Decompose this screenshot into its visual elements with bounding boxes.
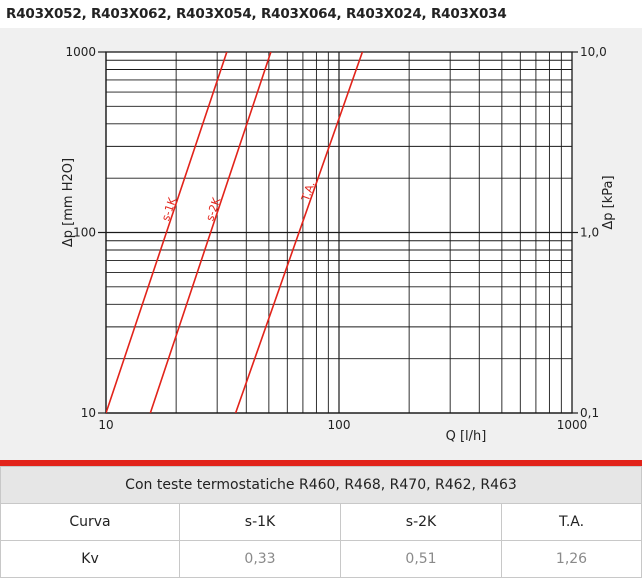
x-axis-title: Q [l/h] [446,429,487,444]
kv-table-caption: Con teste termostatiche R460, R468, R470… [0,466,642,504]
kv-table-value-row: Kv 0,33 0,51 1,26 [0,540,642,578]
kv-table-header-row: Curva s-1K s-2K T.A. [0,503,642,541]
series-line [106,52,228,413]
kv-value-cell: 0,33 [179,540,341,578]
pressure-drop-chart: s-1K s-2KT.A. 10 100 10001010010000,11,010,… [61,45,616,444]
product-codes-title: R403X052, R403X062, R403X054, R403X064, … [6,6,507,22]
x-tick-label: 1000 [557,418,588,432]
kv-table: Con teste termostatiche R460, R468, R470… [0,466,642,578]
y-tick-label: 100 [73,226,96,240]
y2-tick-label: 10,0 [580,45,607,59]
chart-grid [98,51,578,414]
series-line [149,52,272,413]
x-tick-label: 100 [328,418,351,432]
y2-axis-title: Δp [kPa] [601,175,616,229]
series-line [234,52,364,413]
y-axis-title: Δp [mm H2O] [61,158,76,247]
kv-header-cell: Curva [0,503,180,541]
chart-curves: s-1K s-2KT.A. [106,52,364,413]
kv-row-label: Kv [0,540,180,578]
kv-header-cell: T.A. [501,503,642,541]
kv-header-cell: s-2K [340,503,502,541]
kv-table-caption-row: Con teste termostatiche R460, R468, R470… [0,466,642,504]
series-label: T.A. [299,180,318,204]
kv-header-cell: s-1K [179,503,341,541]
y-tick-label: 1000 [65,45,96,59]
red-divider [0,460,642,466]
kv-value-cell: 1,26 [501,540,642,578]
y-tick-label: 10 [81,406,96,420]
x-tick-label: 10 [98,418,113,432]
kv-value-cell: 0,51 [340,540,502,578]
y2-tick-label: 0,1 [580,406,599,420]
y2-tick-label: 1,0 [580,226,599,240]
